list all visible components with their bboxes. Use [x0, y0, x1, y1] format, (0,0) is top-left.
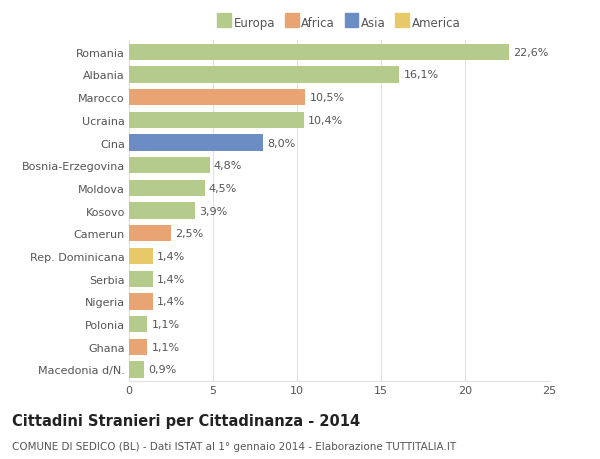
Bar — [129, 135, 263, 151]
Text: 10,5%: 10,5% — [310, 93, 345, 103]
Text: 10,4%: 10,4% — [308, 116, 343, 126]
Bar — [129, 339, 148, 355]
Bar — [129, 316, 148, 332]
Text: COMUNE DI SEDICO (BL) - Dati ISTAT al 1° gennaio 2014 - Elaborazione TUTTITALIA.: COMUNE DI SEDICO (BL) - Dati ISTAT al 1°… — [12, 441, 456, 451]
Text: 1,1%: 1,1% — [152, 319, 180, 330]
Text: 0,9%: 0,9% — [148, 364, 176, 375]
Text: Cittadini Stranieri per Cittadinanza - 2014: Cittadini Stranieri per Cittadinanza - 2… — [12, 413, 360, 428]
Text: 4,8%: 4,8% — [214, 161, 242, 171]
Text: 1,4%: 1,4% — [157, 252, 185, 262]
Text: 16,1%: 16,1% — [404, 70, 439, 80]
Bar — [129, 226, 171, 242]
Text: 2,5%: 2,5% — [175, 229, 203, 239]
Text: 1,1%: 1,1% — [152, 342, 180, 352]
Text: 1,4%: 1,4% — [157, 274, 185, 284]
Bar — [129, 203, 194, 219]
Bar — [129, 180, 205, 196]
Bar — [129, 112, 304, 129]
Bar — [129, 271, 152, 287]
Legend: Europa, Africa, Asia, America: Europa, Africa, Asia, America — [215, 14, 463, 32]
Bar — [129, 294, 152, 310]
Text: 22,6%: 22,6% — [513, 48, 548, 58]
Bar — [129, 67, 400, 84]
Bar — [129, 158, 209, 174]
Text: 4,5%: 4,5% — [209, 184, 237, 194]
Bar — [129, 362, 144, 378]
Bar — [129, 90, 305, 106]
Text: 8,0%: 8,0% — [268, 138, 296, 148]
Bar — [129, 45, 509, 61]
Bar — [129, 248, 152, 264]
Text: 3,9%: 3,9% — [199, 206, 227, 216]
Text: 1,4%: 1,4% — [157, 297, 185, 307]
